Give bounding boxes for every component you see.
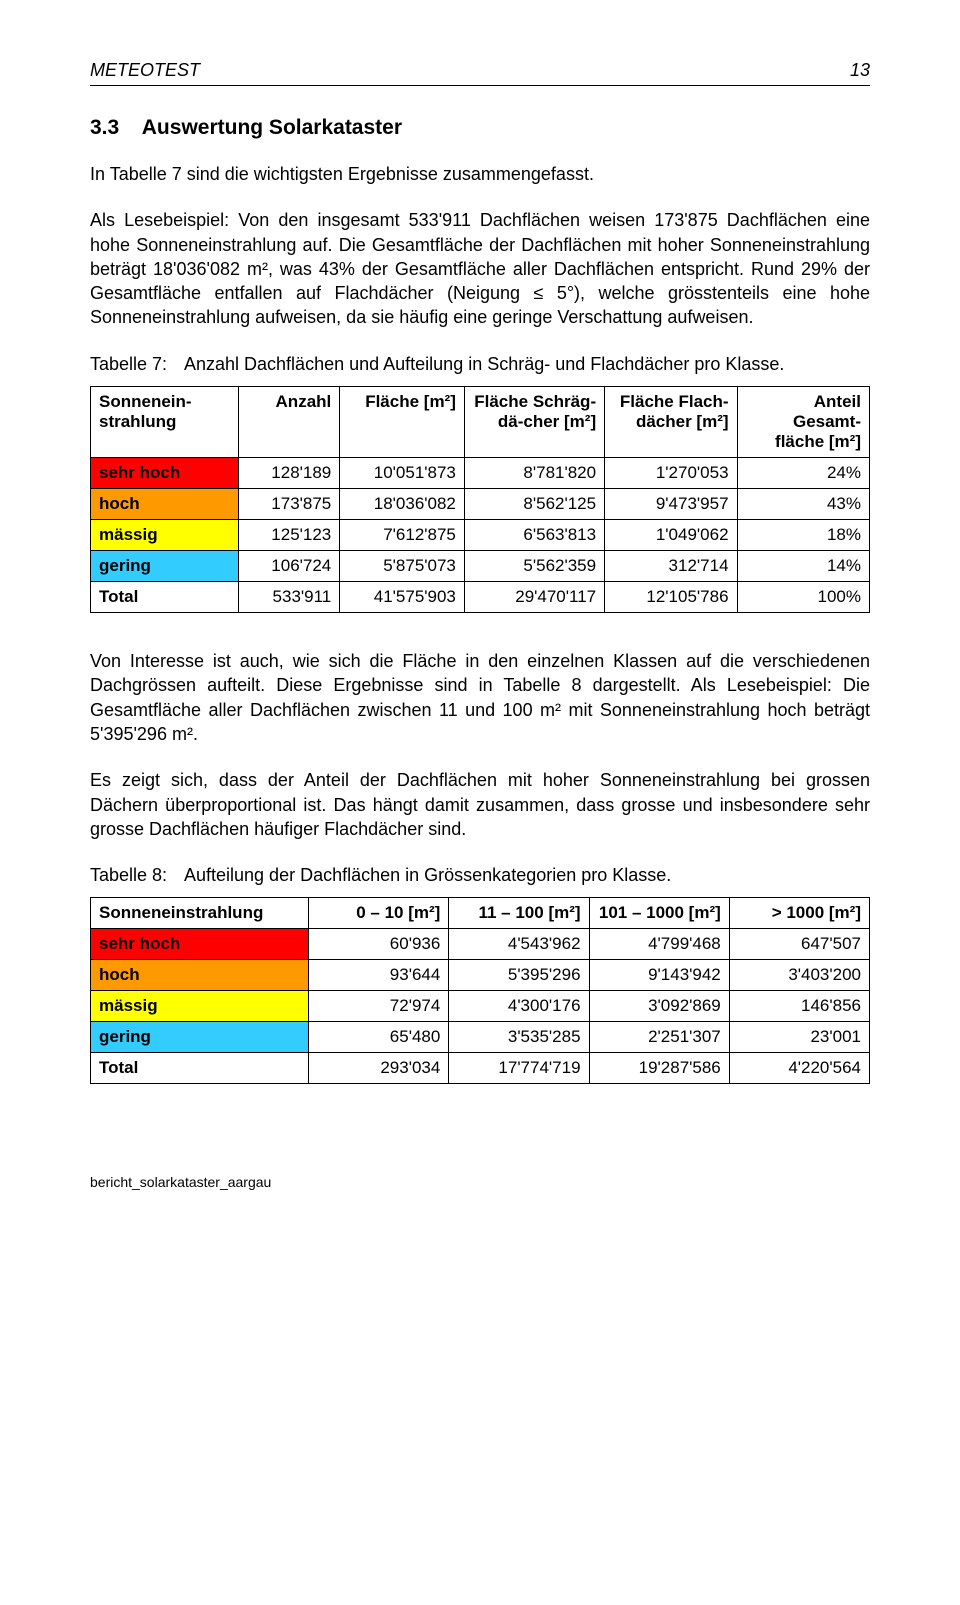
table7-col-0: Sonnenein-strahlung: [91, 387, 239, 458]
cell: 8'562'125: [464, 489, 604, 520]
row-label: gering: [91, 551, 239, 582]
table7-caption: Tabelle 7: Anzahl Dachflächen und Auftei…: [90, 352, 870, 376]
cell: 4'220'564: [729, 1053, 869, 1084]
row-label: gering: [91, 1022, 309, 1053]
table7-col-4: Fläche Flach-dächer [m²]: [605, 387, 737, 458]
cell: 19'287'586: [589, 1053, 729, 1084]
cell: 5'875'073: [340, 551, 465, 582]
table8-col-2: 11 – 100 [m²]: [449, 898, 589, 929]
cell: 41'575'903: [340, 582, 465, 613]
table8-caption-label: Tabelle 8:: [90, 863, 184, 887]
section-number: 3.3: [90, 116, 119, 139]
cell: 647'507: [729, 929, 869, 960]
cell: 4'543'962: [449, 929, 589, 960]
cell: 6'563'813: [464, 520, 604, 551]
table-row: Total533'91141'575'90329'470'11712'105'7…: [91, 582, 870, 613]
table8-caption: Tabelle 8: Aufteilung der Dachflächen in…: [90, 863, 870, 887]
table8-col-3: 101 – 1000 [m²]: [589, 898, 729, 929]
footer-text: bericht_solarkataster_aargau: [90, 1174, 870, 1190]
row-label: Total: [91, 1053, 309, 1084]
cell: 3'535'285: [449, 1022, 589, 1053]
cell: 12'105'786: [605, 582, 737, 613]
table-row: hoch173'87518'036'0828'562'1259'473'9574…: [91, 489, 870, 520]
paragraph-2: Als Lesebeispiel: Von den insgesamt 533'…: [90, 208, 870, 329]
cell: 10'051'873: [340, 458, 465, 489]
cell: 9'143'942: [589, 960, 729, 991]
cell: 3'403'200: [729, 960, 869, 991]
cell: 29'470'117: [464, 582, 604, 613]
table-row: mässig72'9744'300'1763'092'869146'856: [91, 991, 870, 1022]
cell: 106'724: [239, 551, 340, 582]
cell: 4'799'468: [589, 929, 729, 960]
cell: 9'473'957: [605, 489, 737, 520]
table-row: sehr hoch60'9364'543'9624'799'468647'507: [91, 929, 870, 960]
table7-col-5: Anteil Gesamt-fläche [m²]: [737, 387, 869, 458]
cell: 93'644: [309, 960, 449, 991]
cell: 2'251'307: [589, 1022, 729, 1053]
table8-col-4: > 1000 [m²]: [729, 898, 869, 929]
table7-col-1: Anzahl: [239, 387, 340, 458]
cell: 100%: [737, 582, 869, 613]
table-row: gering106'7245'875'0735'562'359312'71414…: [91, 551, 870, 582]
cell: 1'270'053: [605, 458, 737, 489]
paragraph-3: Von Interesse ist auch, wie sich die Flä…: [90, 649, 870, 746]
row-label: sehr hoch: [91, 458, 239, 489]
cell: 125'123: [239, 520, 340, 551]
cell: 14%: [737, 551, 869, 582]
cell: 8'781'820: [464, 458, 604, 489]
table7-caption-text: Anzahl Dachflächen und Aufteilung in Sch…: [184, 352, 870, 376]
table8-col-0: Sonneneinstrahlung: [91, 898, 309, 929]
cell: 23'001: [729, 1022, 869, 1053]
cell: 60'936: [309, 929, 449, 960]
row-label: hoch: [91, 489, 239, 520]
section-title: Auswertung Solarkataster: [142, 116, 402, 139]
cell: 146'856: [729, 991, 869, 1022]
cell: 1'049'062: [605, 520, 737, 551]
header-page-number: 13: [850, 60, 870, 81]
cell: 173'875: [239, 489, 340, 520]
row-label: mässig: [91, 520, 239, 551]
cell: 18%: [737, 520, 869, 551]
table8-caption-text: Aufteilung der Dachflächen in Grössenkat…: [184, 863, 870, 887]
cell: 533'911: [239, 582, 340, 613]
table7-col-2: Fläche [m²]: [340, 387, 465, 458]
row-label: hoch: [91, 960, 309, 991]
header-rule: [90, 85, 870, 86]
table8-col-1: 0 – 10 [m²]: [309, 898, 449, 929]
cell: 18'036'082: [340, 489, 465, 520]
cell: 24%: [737, 458, 869, 489]
row-label: mässig: [91, 991, 309, 1022]
page: METEOTEST 13 3.3 Auswertung Solarkataste…: [0, 0, 960, 1250]
cell: 4'300'176: [449, 991, 589, 1022]
table8-header-row: Sonneneinstrahlung 0 – 10 [m²] 11 – 100 …: [91, 898, 870, 929]
paragraph-4: Es zeigt sich, dass der Anteil der Dachf…: [90, 768, 870, 841]
table-row: Total293'03417'774'71919'287'5864'220'56…: [91, 1053, 870, 1084]
cell: 5'562'359: [464, 551, 604, 582]
table7: Sonnenein-strahlung Anzahl Fläche [m²] F…: [90, 386, 870, 613]
cell: 65'480: [309, 1022, 449, 1053]
cell: 312'714: [605, 551, 737, 582]
cell: 3'092'869: [589, 991, 729, 1022]
cell: 293'034: [309, 1053, 449, 1084]
table7-col-3: Fläche Schräg- dä-cher [m²]: [464, 387, 604, 458]
header-left: METEOTEST: [90, 60, 200, 81]
page-header: METEOTEST 13: [90, 60, 870, 81]
cell: 72'974: [309, 991, 449, 1022]
table-row: hoch93'6445'395'2969'143'9423'403'200: [91, 960, 870, 991]
cell: 43%: [737, 489, 869, 520]
row-label: sehr hoch: [91, 929, 309, 960]
cell: 17'774'719: [449, 1053, 589, 1084]
table7-caption-label: Tabelle 7:: [90, 352, 184, 376]
cell: 5'395'296: [449, 960, 589, 991]
row-label: Total: [91, 582, 239, 613]
table-row: mässig125'1237'612'8756'563'8131'049'062…: [91, 520, 870, 551]
table7-header-row: Sonnenein-strahlung Anzahl Fläche [m²] F…: [91, 387, 870, 458]
cell: 7'612'875: [340, 520, 465, 551]
paragraph-1: In Tabelle 7 sind die wichtigsten Ergebn…: [90, 162, 870, 186]
section-heading: 3.3 Auswertung Solarkataster: [90, 116, 870, 140]
table-row: sehr hoch128'18910'051'8738'781'8201'270…: [91, 458, 870, 489]
table8: Sonneneinstrahlung 0 – 10 [m²] 11 – 100 …: [90, 897, 870, 1084]
cell: 128'189: [239, 458, 340, 489]
table-row: gering65'4803'535'2852'251'30723'001: [91, 1022, 870, 1053]
